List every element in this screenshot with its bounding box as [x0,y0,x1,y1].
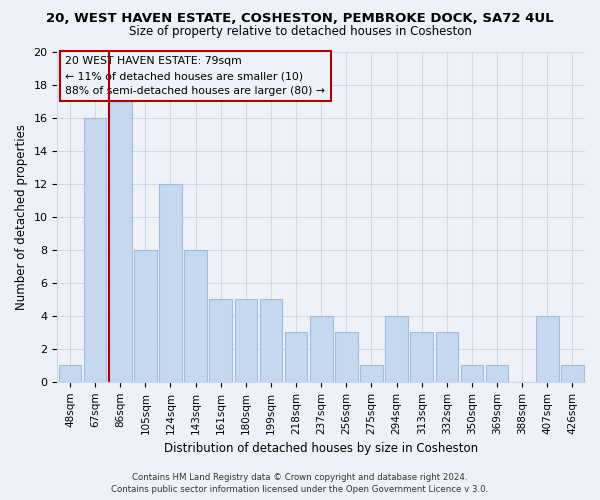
Bar [109,101,131,382]
Bar [134,250,157,382]
Text: 20 WEST HAVEN ESTATE: 79sqm
← 11% of detached houses are smaller (10)
88% of sem: 20 WEST HAVEN ESTATE: 79sqm ← 11% of det… [65,56,325,96]
Bar [461,366,483,382]
Bar [335,332,358,382]
Text: Size of property relative to detached houses in Cosheston: Size of property relative to detached ho… [128,25,472,38]
Bar [285,332,307,382]
Bar [59,366,81,382]
Bar [84,118,106,382]
Bar [310,316,332,382]
Bar [436,332,458,382]
Bar [260,299,282,382]
Y-axis label: Number of detached properties: Number of detached properties [15,124,28,310]
Bar [410,332,433,382]
Bar [159,184,182,382]
Bar [235,299,257,382]
Bar [184,250,207,382]
Bar [486,366,508,382]
Text: 20, WEST HAVEN ESTATE, COSHESTON, PEMBROKE DOCK, SA72 4UL: 20, WEST HAVEN ESTATE, COSHESTON, PEMBRO… [46,12,554,26]
Bar [561,366,584,382]
Text: Contains HM Land Registry data © Crown copyright and database right 2024.
Contai: Contains HM Land Registry data © Crown c… [112,472,488,494]
Bar [536,316,559,382]
Bar [385,316,408,382]
Bar [209,299,232,382]
X-axis label: Distribution of detached houses by size in Cosheston: Distribution of detached houses by size … [164,442,478,455]
Bar [360,366,383,382]
